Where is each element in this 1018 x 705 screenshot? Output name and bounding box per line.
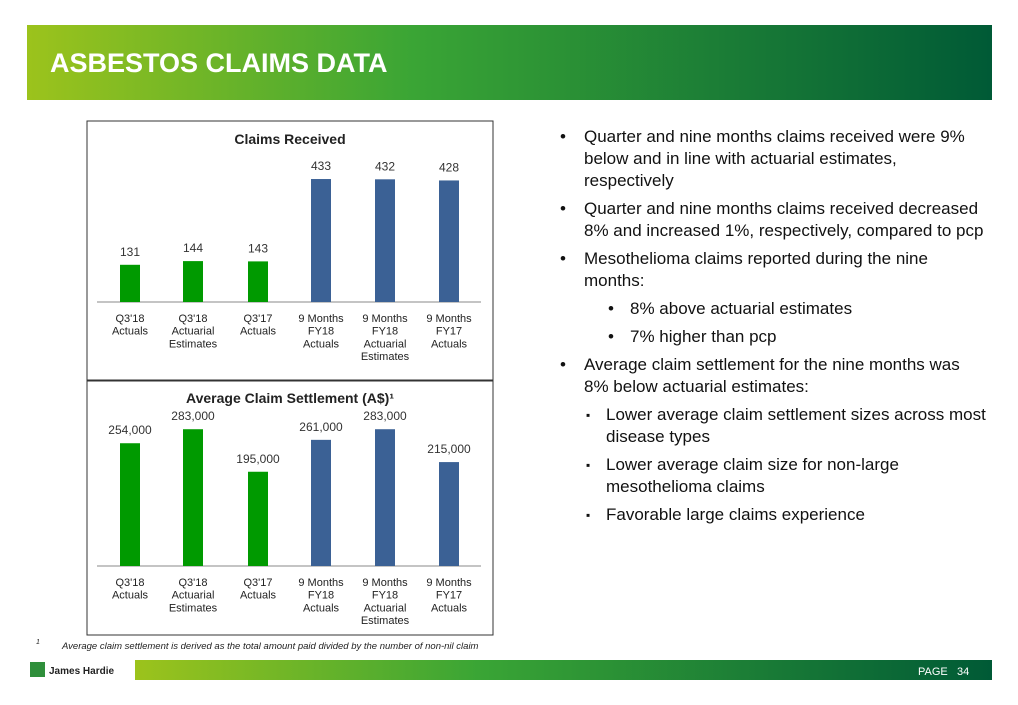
bar (439, 462, 459, 566)
value-label: 261,000 (299, 420, 343, 434)
sub-bullet: 7% higher than pcp (558, 326, 988, 348)
bullet: Quarter and nine months claims received … (558, 126, 988, 192)
value-label: 433 (311, 159, 331, 173)
footnote-marker: 1 (36, 639, 40, 646)
footnote: Average claim settlement is derived as t… (61, 641, 479, 652)
logo-icon (30, 662, 45, 677)
bar (248, 471, 268, 566)
footer-bar (135, 660, 992, 680)
x-tick-label: 9 Months FY17 Actuals (426, 577, 472, 614)
sub-bullet: Favorable large claims experience (558, 504, 988, 526)
x-tick-label: Q3'18 Actuarial Estimates (169, 313, 218, 350)
value-label: 215,000 (427, 442, 471, 456)
header-bar (27, 25, 992, 100)
bar (120, 443, 140, 566)
x-tick-label: 9 Months FY18 Actuarial Estimates (361, 313, 410, 363)
bar (183, 261, 203, 302)
value-label: 432 (375, 159, 395, 173)
x-tick-label: 9 Months FY18 Actuarial Estimates (361, 577, 410, 627)
chart-frame (86, 120, 494, 381)
sub-bullet: 8% above actuarial estimates (558, 298, 988, 320)
bullet-list: Quarter and nine months claims received … (558, 126, 988, 532)
sub-bullet: Lower average claim size for non-large m… (558, 454, 988, 498)
value-label: 283,000 (171, 409, 215, 423)
bullet: Mesothelioma claims reported during the … (558, 248, 988, 292)
sub-bullet: Lower average claim settlement sizes acr… (558, 404, 988, 448)
value-label: 283,000 (363, 409, 407, 423)
value-label: 144 (183, 241, 203, 255)
chart-title: Claims Received (234, 131, 345, 147)
bar (439, 180, 459, 302)
value-label: 131 (120, 245, 140, 259)
x-tick-label: Q3'18 Actuarial Estimates (169, 577, 218, 614)
value-label: 143 (248, 241, 268, 255)
value-label: 195,000 (236, 452, 280, 466)
slide-title: ASBESTOS CLAIMS DATA (50, 48, 388, 78)
chart-frame (86, 380, 494, 636)
value-label: 428 (439, 160, 459, 174)
page-number: 34 (957, 666, 969, 678)
bar (120, 264, 140, 302)
bullet: Quarter and nine months claims received … (558, 198, 988, 242)
x-tick-label: Q3'18 Actuals (112, 313, 149, 338)
bar (311, 439, 331, 566)
x-tick-label: 9 Months FY18 Actuals (298, 577, 344, 614)
bar (248, 261, 268, 302)
page-label: PAGE (918, 666, 948, 678)
bar (375, 429, 395, 566)
x-tick-label: Q3'17 Actuals (240, 577, 277, 602)
value-label: 254,000 (108, 423, 152, 437)
x-tick-label: Q3'18 Actuals (112, 577, 149, 602)
x-tick-label: Q3'17 Actuals (240, 313, 277, 338)
x-tick-label: 9 Months FY17 Actuals (426, 313, 472, 350)
bar (375, 179, 395, 302)
bar (311, 179, 331, 302)
chart-title: Average Claim Settlement (A$)¹ (186, 390, 394, 406)
bullet: Average claim settlement for the nine mo… (558, 354, 988, 398)
logo-text: James Hardie (49, 666, 114, 677)
x-tick-label: 9 Months FY18 Actuals (298, 313, 344, 350)
bar (183, 429, 203, 566)
